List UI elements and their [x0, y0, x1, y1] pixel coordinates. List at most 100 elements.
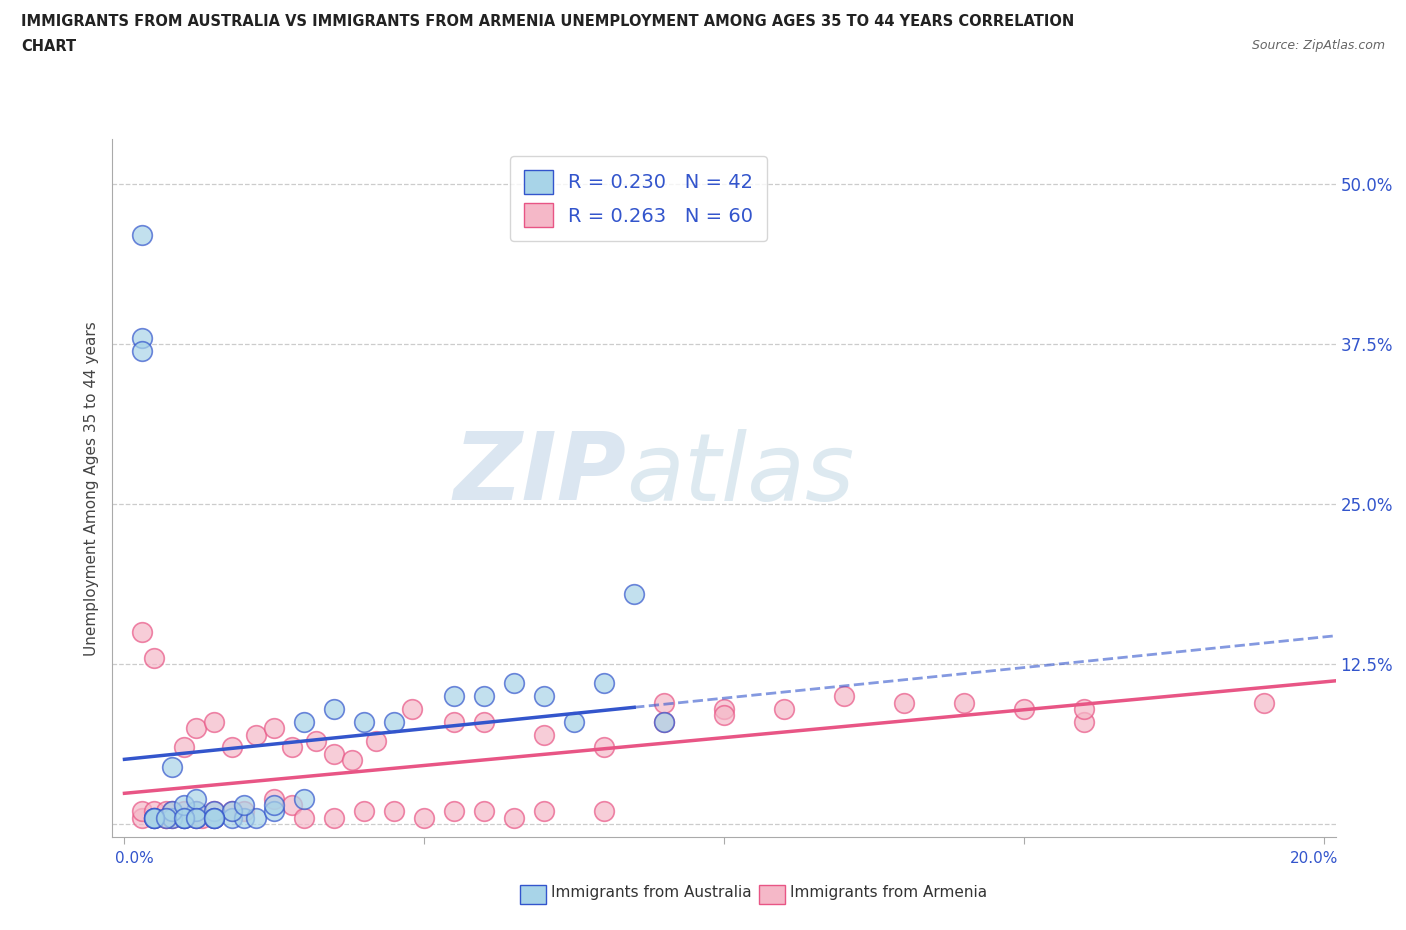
Point: [443, 689, 465, 704]
Point: [472, 804, 495, 818]
Point: [131, 228, 153, 243]
Point: [1253, 696, 1275, 711]
Point: [173, 798, 195, 813]
Point: [366, 734, 388, 749]
Point: [143, 810, 166, 825]
Point: [533, 804, 555, 818]
Point: [202, 804, 225, 818]
Point: [143, 810, 166, 825]
Point: [472, 714, 495, 729]
Point: [162, 804, 184, 818]
Point: [593, 676, 616, 691]
Point: [652, 696, 675, 711]
Point: [472, 689, 495, 704]
Point: [305, 734, 328, 749]
Point: [533, 689, 555, 704]
Point: [1073, 701, 1095, 716]
Legend: R = 0.230   N = 42, R = 0.263   N = 60: R = 0.230 N = 42, R = 0.263 N = 60: [510, 156, 766, 241]
Point: [202, 810, 225, 825]
Point: [221, 804, 243, 818]
Point: [186, 804, 208, 818]
Text: Immigrants from Australia: Immigrants from Australia: [551, 885, 752, 900]
Point: [162, 759, 184, 774]
Point: [202, 810, 225, 825]
Point: [292, 714, 315, 729]
Point: [623, 587, 645, 602]
Point: [245, 810, 267, 825]
Point: [162, 810, 184, 825]
Point: [292, 791, 315, 806]
Point: [221, 740, 243, 755]
Point: [143, 650, 166, 665]
Point: [186, 810, 208, 825]
Point: [443, 804, 465, 818]
Text: IMMIGRANTS FROM AUSTRALIA VS IMMIGRANTS FROM ARMENIA UNEMPLOYMENT AMONG AGES 35 : IMMIGRANTS FROM AUSTRALIA VS IMMIGRANTS …: [21, 14, 1074, 29]
Point: [186, 810, 208, 825]
Point: [533, 727, 555, 742]
Point: [233, 810, 256, 825]
Point: [401, 701, 423, 716]
Point: [221, 804, 243, 818]
Point: [953, 696, 976, 711]
Point: [202, 714, 225, 729]
Point: [382, 714, 405, 729]
Point: [323, 810, 346, 825]
Point: [186, 810, 208, 825]
Point: [713, 708, 735, 723]
Text: Immigrants from Armenia: Immigrants from Armenia: [790, 885, 987, 900]
Point: [202, 804, 225, 818]
Point: [173, 740, 195, 755]
Point: [202, 810, 225, 825]
Point: [281, 740, 304, 755]
Point: [155, 804, 177, 818]
Point: [245, 727, 267, 742]
Text: atlas: atlas: [626, 429, 855, 520]
Point: [281, 798, 304, 813]
Point: [382, 804, 405, 818]
Point: [1012, 701, 1035, 716]
Point: [155, 810, 177, 825]
Point: [562, 714, 585, 729]
Point: [143, 804, 166, 818]
Point: [342, 752, 364, 767]
Point: [131, 804, 153, 818]
Text: Source: ZipAtlas.com: Source: ZipAtlas.com: [1251, 39, 1385, 52]
Point: [713, 701, 735, 716]
Point: [131, 625, 153, 640]
Point: [773, 701, 796, 716]
Point: [323, 701, 346, 716]
Point: [173, 810, 195, 825]
Point: [353, 714, 375, 729]
Point: [263, 804, 285, 818]
Point: [263, 798, 285, 813]
Point: [162, 810, 184, 825]
Point: [173, 810, 195, 825]
Point: [652, 714, 675, 729]
Point: [652, 714, 675, 729]
Text: 20.0%: 20.0%: [1291, 851, 1339, 866]
Point: [155, 810, 177, 825]
Point: [292, 810, 315, 825]
Point: [186, 721, 208, 736]
Point: [173, 810, 195, 825]
Point: [593, 804, 616, 818]
Point: [893, 696, 915, 711]
Point: [186, 791, 208, 806]
Text: 0.0%: 0.0%: [115, 851, 155, 866]
Point: [503, 676, 526, 691]
Y-axis label: Unemployment Among Ages 35 to 44 years: Unemployment Among Ages 35 to 44 years: [83, 321, 98, 656]
Point: [263, 791, 285, 806]
Point: [263, 721, 285, 736]
Point: [186, 804, 208, 818]
Point: [413, 810, 436, 825]
Point: [191, 810, 214, 825]
Point: [131, 343, 153, 358]
Point: [233, 804, 256, 818]
Point: [832, 689, 855, 704]
Point: [353, 804, 375, 818]
Point: [202, 810, 225, 825]
Point: [155, 810, 177, 825]
Point: [143, 810, 166, 825]
Point: [1073, 714, 1095, 729]
Point: [143, 810, 166, 825]
